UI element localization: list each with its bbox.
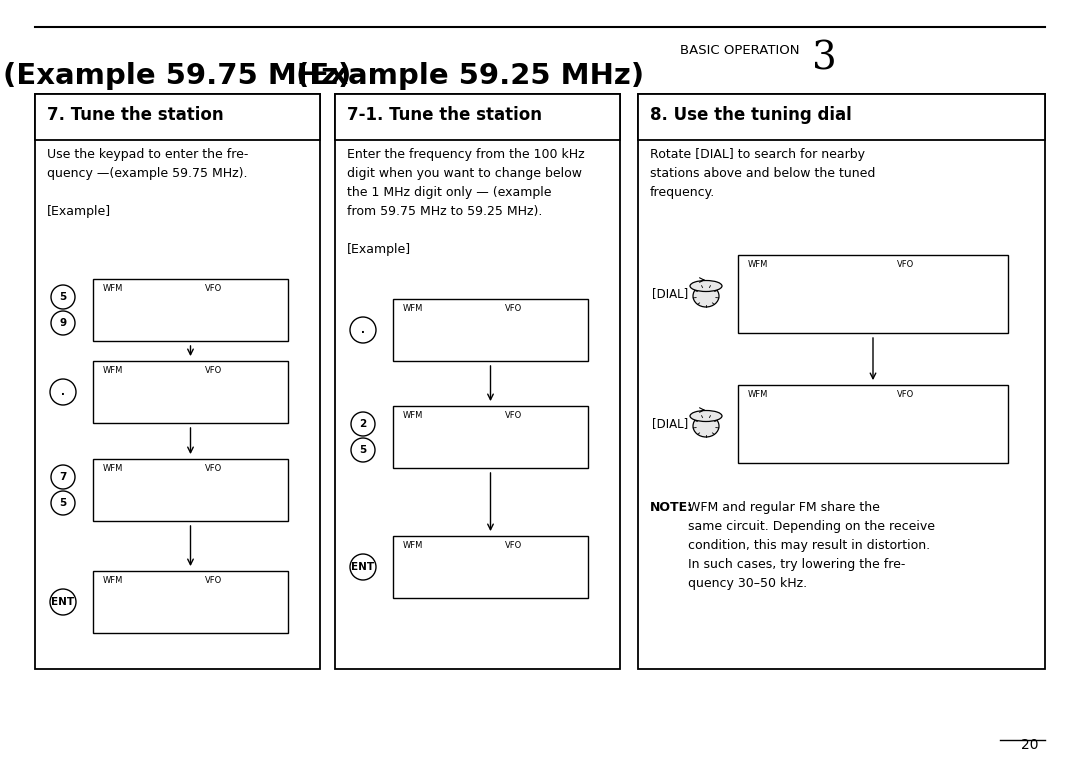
- Ellipse shape: [690, 280, 723, 292]
- Circle shape: [351, 438, 375, 462]
- Text: WFM: WFM: [103, 366, 123, 375]
- Bar: [738, 385, 1008, 463]
- Bar: [393, 536, 588, 598]
- Ellipse shape: [690, 411, 723, 421]
- Bar: [93, 571, 288, 633]
- Text: 9: 9: [59, 318, 67, 328]
- Bar: [35, 94, 320, 669]
- Text: VFO: VFO: [205, 284, 222, 293]
- Text: .: .: [361, 325, 365, 335]
- Ellipse shape: [693, 415, 719, 437]
- Text: VFO: VFO: [896, 390, 914, 399]
- Text: [DIAL]: [DIAL]: [652, 287, 688, 300]
- Text: ENT: ENT: [52, 597, 75, 607]
- Text: WFM: WFM: [103, 284, 123, 293]
- Text: .: .: [60, 387, 65, 397]
- Text: 3: 3: [812, 40, 837, 77]
- Text: Use the keypad to enter the fre-
quency —(example 59.75 MHz).

[Example]: Use the keypad to enter the fre- quency …: [48, 148, 248, 218]
- Text: WFM: WFM: [103, 576, 123, 585]
- Circle shape: [350, 554, 376, 580]
- Text: ENT: ENT: [351, 562, 375, 572]
- Text: 5: 5: [59, 292, 67, 302]
- Bar: [638, 94, 1045, 140]
- Bar: [93, 279, 288, 341]
- Text: WFM: WFM: [403, 304, 423, 313]
- Circle shape: [50, 589, 76, 615]
- Text: 5: 5: [360, 445, 366, 455]
- Bar: [335, 94, 620, 669]
- Text: VFO: VFO: [896, 260, 914, 269]
- Circle shape: [51, 285, 75, 309]
- Text: WFM: WFM: [403, 411, 423, 420]
- Bar: [393, 299, 588, 361]
- Circle shape: [351, 412, 375, 436]
- Bar: [738, 255, 1008, 333]
- Text: 7: 7: [59, 472, 67, 482]
- Bar: [35, 94, 320, 140]
- Circle shape: [350, 317, 376, 343]
- Ellipse shape: [693, 285, 719, 307]
- Text: WFM: WFM: [748, 390, 768, 399]
- Text: WFM and regular FM share the
same circuit. Depending on the receive
condition, t: WFM and regular FM share the same circui…: [688, 501, 935, 590]
- Bar: [393, 406, 588, 468]
- Text: VFO: VFO: [205, 576, 222, 585]
- Bar: [93, 459, 288, 521]
- Text: WFM: WFM: [103, 464, 123, 473]
- Text: (Example 59.75 MHz): (Example 59.75 MHz): [3, 62, 351, 90]
- Circle shape: [50, 379, 76, 405]
- Text: 20: 20: [1022, 738, 1039, 752]
- Text: WFM: WFM: [403, 541, 423, 550]
- Bar: [93, 361, 288, 423]
- Text: VFO: VFO: [505, 541, 523, 550]
- Circle shape: [51, 311, 75, 335]
- Text: NOTE:: NOTE:: [650, 501, 693, 514]
- Text: 5: 5: [59, 498, 67, 508]
- Text: WFM: WFM: [748, 260, 768, 269]
- Bar: [335, 94, 620, 140]
- Text: 7-1. Tune the station: 7-1. Tune the station: [347, 106, 542, 124]
- Text: 7. Tune the station: 7. Tune the station: [48, 106, 224, 124]
- Text: 8. Use the tuning dial: 8. Use the tuning dial: [650, 106, 852, 124]
- Text: Rotate [DIAL] to search for nearby
stations above and below the tuned
frequency.: Rotate [DIAL] to search for nearby stati…: [650, 148, 876, 199]
- Text: Enter the frequency from the 100 kHz
digit when you want to change below
the 1 M: Enter the frequency from the 100 kHz dig…: [347, 148, 584, 256]
- Text: 2: 2: [360, 419, 366, 429]
- Text: VFO: VFO: [205, 464, 222, 473]
- Text: [DIAL]: [DIAL]: [652, 418, 688, 431]
- Text: (Example 59.25 MHz): (Example 59.25 MHz): [296, 62, 644, 90]
- Bar: [638, 94, 1045, 669]
- Text: BASIC OPERATION: BASIC OPERATION: [680, 44, 800, 57]
- Text: VFO: VFO: [205, 366, 222, 375]
- Circle shape: [51, 465, 75, 489]
- Circle shape: [51, 491, 75, 515]
- Text: VFO: VFO: [505, 411, 523, 420]
- Text: VFO: VFO: [505, 304, 523, 313]
